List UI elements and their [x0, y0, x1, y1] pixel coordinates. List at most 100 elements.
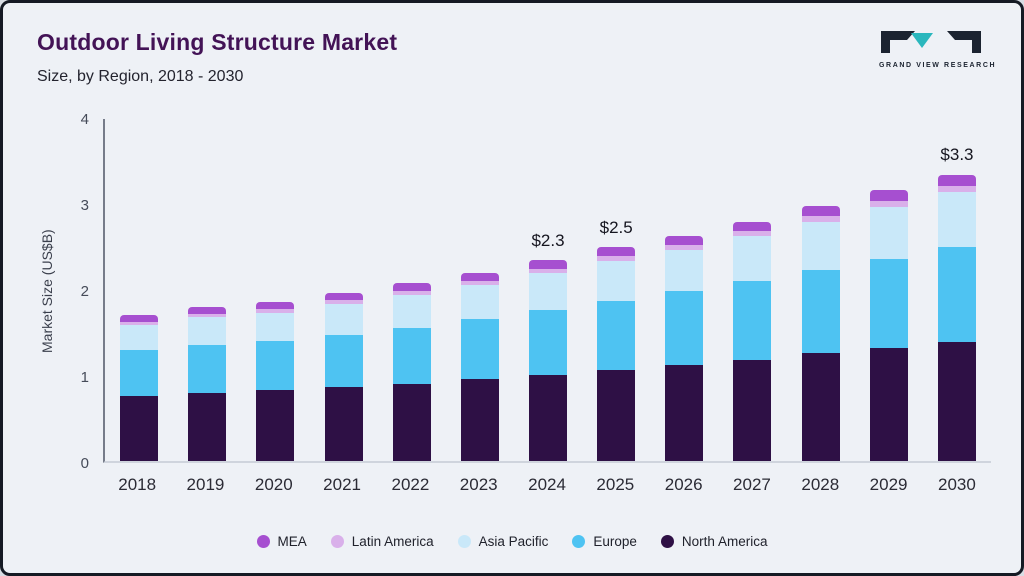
segment-mea-2023 [460, 273, 499, 281]
segment-north-america-2022 [392, 384, 431, 461]
bar-column-2021 [309, 119, 377, 461]
segment-north-america-2019 [188, 393, 227, 461]
segment-asia-pacific-2030 [937, 192, 976, 247]
segment-latin-america-2030 [937, 186, 976, 192]
segment-asia-pacific-2018 [120, 325, 159, 350]
legend-label: Latin America [351, 534, 434, 549]
segment-europe-2026 [665, 291, 704, 365]
total-label-2024: $2.3 [531, 230, 565, 250]
x-tick-2025: 2025 [596, 475, 635, 494]
stacked-bar-2028 [801, 206, 840, 461]
bar-column-2030: $3.3 [923, 119, 991, 461]
segment-latin-america-2024 [529, 269, 568, 273]
segment-europe-2027 [733, 281, 772, 360]
stacked-bar-2029 [869, 190, 908, 461]
segment-mea-2021 [324, 293, 363, 300]
legend-swatch-latin-america [330, 535, 344, 548]
segment-europe-2018 [120, 350, 159, 396]
legend-item-north-america: North America [660, 534, 768, 549]
legend-item-latin-america: Latin America [330, 534, 434, 549]
segment-mea-2024 [529, 260, 568, 269]
y-tick-0: 0 [80, 455, 89, 472]
bar-column-2020 [241, 119, 309, 461]
stacked-bar-2025 [597, 247, 636, 461]
segment-mea-2020 [256, 302, 295, 309]
x-tick-2019: 2019 [186, 475, 225, 494]
legend: MEA Latin America Asia Pacific Europe North … [3, 534, 1021, 549]
legend-label: Europe [593, 534, 637, 549]
segment-europe-2028 [801, 270, 840, 353]
segment-north-america-2024 [529, 375, 568, 461]
segment-mea-2026 [665, 236, 704, 245]
x-tick-2020: 2020 [254, 475, 293, 494]
segment-north-america-2027 [733, 360, 772, 461]
legend-swatch-asia-pacific [457, 535, 471, 548]
segment-latin-america-2021 [324, 300, 363, 304]
segment-mea-2029 [869, 190, 908, 201]
segment-north-america-2020 [256, 390, 295, 461]
segment-north-america-2026 [665, 365, 704, 461]
grand-view-research-logo: GRAND VIEW RESEARCH [879, 31, 995, 69]
y-tick-2: 2 [80, 283, 89, 300]
segment-asia-pacific-2028 [801, 222, 840, 270]
plot-area: $2.3 $2.5 $3.3 [103, 119, 991, 463]
legend-label: North America [681, 534, 768, 549]
chart-subtitle: Size, by Region, 2018 - 2030 [37, 68, 244, 85]
segment-latin-america-2020 [256, 309, 295, 313]
gvr-logo-icon [881, 31, 981, 53]
x-tick-2022: 2022 [391, 475, 430, 494]
segment-asia-pacific-2024 [529, 273, 568, 310]
x-tick-2026: 2026 [664, 475, 703, 494]
total-label-2030: $3.3 [940, 145, 974, 165]
stacked-bar-2027 [733, 222, 772, 461]
legend-swatch-europe [572, 535, 586, 548]
segment-asia-pacific-2026 [665, 250, 704, 291]
segment-latin-america-2029 [869, 201, 908, 207]
segment-asia-pacific-2027 [733, 236, 772, 281]
stacked-bar-2021 [324, 293, 363, 461]
segment-mea-2030 [937, 175, 976, 186]
stacked-bar-2023 [460, 273, 499, 461]
bar-column-2024: $2.3 [514, 119, 582, 461]
segment-europe-2025 [597, 301, 636, 370]
segment-mea-2025 [597, 247, 636, 256]
segment-asia-pacific-2020 [256, 313, 295, 341]
segment-north-america-2023 [460, 379, 499, 461]
bar-column-2022 [378, 119, 446, 461]
total-label-2025: $2.5 [599, 217, 633, 237]
segment-europe-2023 [460, 319, 499, 379]
stacked-bar-2024 [529, 260, 568, 461]
segment-asia-pacific-2023 [460, 285, 499, 319]
stacked-bar-2018 [120, 315, 159, 461]
segment-latin-america-2026 [665, 245, 704, 250]
stacked-bar-2022 [392, 283, 431, 461]
x-tick-2029: 2029 [869, 475, 908, 494]
segment-latin-america-2022 [392, 291, 431, 295]
legend-item-europe: Europe [572, 534, 637, 549]
segment-latin-america-2023 [460, 281, 499, 285]
segment-latin-america-2018 [120, 322, 159, 325]
segment-latin-america-2027 [733, 231, 772, 236]
legend-item-asia-pacific: Asia Pacific [457, 534, 548, 549]
x-tick-2021: 2021 [323, 475, 361, 494]
bar-column-2025: $2.5 [582, 119, 650, 461]
segment-latin-america-2019 [188, 314, 227, 317]
x-tick-2030: 2030 [937, 475, 976, 494]
segment-mea-2018 [120, 315, 159, 322]
stacked-bar-2020 [256, 302, 295, 461]
segment-mea-2027 [733, 222, 772, 231]
segment-mea-2022 [392, 283, 431, 291]
x-tick-2027: 2027 [733, 475, 771, 494]
legend-label: MEA [277, 534, 307, 549]
page-title: Outdoor Living Structure Market [37, 29, 398, 55]
segment-latin-america-2028 [801, 216, 840, 222]
legend-swatch-north-america [660, 535, 674, 548]
segment-north-america-2018 [120, 396, 159, 461]
plot-wrapper: $2.3 $2.5 $3.3 2018 2019 2020 2021 2022 2023 202… [103, 119, 991, 495]
x-tick-2023: 2023 [459, 475, 498, 494]
stacked-bar-2030 [937, 175, 976, 461]
stacked-bar-2019 [188, 307, 227, 461]
legend-item-mea: MEA [256, 534, 307, 549]
bar-column-2019 [173, 119, 241, 461]
segment-north-america-2029 [869, 348, 908, 461]
